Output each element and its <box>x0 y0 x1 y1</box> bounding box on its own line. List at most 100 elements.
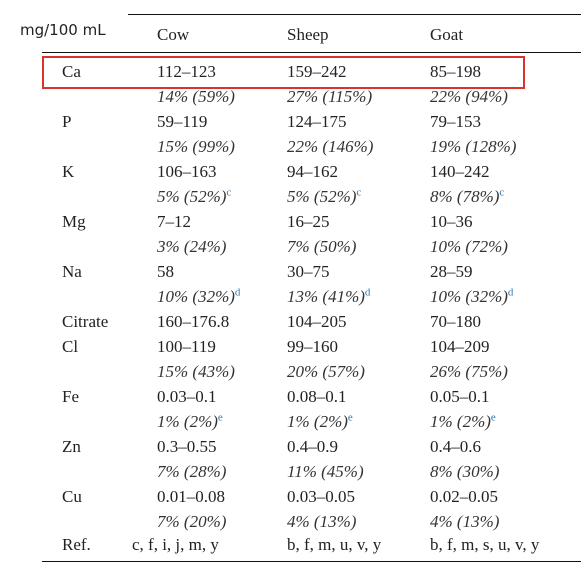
cell-range: 99–160 <box>287 337 338 356</box>
percent-text: 22% (94%) <box>430 87 508 106</box>
percent-text: 7% (28%) <box>157 462 227 481</box>
percent-text: 8% (30%) <box>430 462 500 481</box>
header-rule <box>42 52 581 53</box>
percent-text: 13% (41%) <box>287 287 365 306</box>
cell-percent: 1% (2%)e <box>430 412 496 432</box>
cell-range: 0.4–0.6 <box>430 437 481 456</box>
percent-text: 26% (75%) <box>430 362 508 381</box>
reference-cell: b, f, m, s, u, v, y <box>430 535 540 554</box>
cell-range: 106–163 <box>157 162 217 181</box>
cell-percent: 19% (128%) <box>430 137 516 157</box>
cell-range: 0.01–0.08 <box>157 487 225 506</box>
percent-text: 19% (128%) <box>430 137 517 156</box>
cell-percent: 10% (32%)d <box>430 287 513 307</box>
row-label: Cu <box>62 487 82 506</box>
cell-range: 0.3–0.55 <box>157 437 217 456</box>
cell-percent: 1% (2%)e <box>157 412 223 432</box>
row-label: Zn <box>62 437 81 456</box>
percent-text: 10% (32%) <box>157 287 235 306</box>
percent-text: 14% (59%) <box>157 87 235 106</box>
cell-percent: 13% (41%)d <box>287 287 370 307</box>
cell-range: 0.03–0.05 <box>287 487 355 506</box>
row-label: Ref. <box>62 535 91 554</box>
percent-text: 7% (50%) <box>287 237 357 256</box>
footnote-mark: d <box>364 286 371 299</box>
percent-text: 10% (32%) <box>430 287 508 306</box>
cell-percent: 26% (75%) <box>430 362 508 382</box>
cell-percent: 8% (30%) <box>430 462 499 482</box>
percent-text: 7% (20%) <box>157 512 227 531</box>
cell-range: 0.4–0.9 <box>287 437 338 456</box>
cell-range: 0.03–0.1 <box>157 387 217 406</box>
cell-percent: 5% (52%)c <box>287 187 361 207</box>
reference-cell: c, f, i, j, m, y <box>132 535 219 554</box>
cell-range: 104–209 <box>430 337 490 356</box>
cell-range: 79–153 <box>430 112 481 131</box>
cell-percent: 4% (13%) <box>430 512 499 532</box>
cell-range: 100–119 <box>157 337 216 356</box>
row-label: Cl <box>62 337 79 356</box>
cell-range: 59–119 <box>157 112 208 131</box>
cell-range: 94–162 <box>287 162 338 181</box>
cell-percent: 4% (13%) <box>287 512 356 532</box>
percent-text: 11% (45%) <box>287 462 364 481</box>
percent-text: 1% (2%) <box>157 412 218 431</box>
footnote-mark: c <box>226 186 232 199</box>
cell-percent: 22% (94%) <box>430 87 508 107</box>
unit-label: mg/100 mL <box>20 21 106 39</box>
percent-text: 20% (57%) <box>287 362 365 381</box>
cell-range: 160–176.8 <box>157 312 230 331</box>
top-rule <box>128 14 581 15</box>
row-label: Na <box>62 262 82 281</box>
cell-range: 124–175 <box>287 112 347 131</box>
cell-range: 0.02–0.05 <box>430 487 498 506</box>
percent-text: 22% (146%) <box>287 137 374 156</box>
cell-range: 70–180 <box>430 312 481 331</box>
percent-text: 15% (99%) <box>157 137 235 156</box>
percent-text: 5% (52%) <box>157 187 227 206</box>
cell-percent: 7% (50%) <box>287 237 356 257</box>
cell-percent: 15% (43%) <box>157 362 235 382</box>
footnote-mark: e <box>347 411 353 424</box>
footnote-mark: e <box>217 411 223 424</box>
cell-range: 159–242 <box>287 62 347 81</box>
cell-percent: 22% (146%) <box>287 137 373 157</box>
cell-percent: 15% (99%) <box>157 137 235 157</box>
row-label: Citrate <box>62 312 109 331</box>
cell-percent: 20% (57%) <box>287 362 365 382</box>
cell-percent: 1% (2%)e <box>287 412 353 432</box>
cell-range: 104–205 <box>287 312 347 331</box>
cell-percent: 5% (52%)c <box>157 187 231 207</box>
percent-text: 3% (24%) <box>157 237 227 256</box>
column-header: Sheep <box>287 25 329 44</box>
cell-range: 10–36 <box>430 212 473 231</box>
cell-range: 58 <box>157 262 174 281</box>
cell-percent: 14% (59%) <box>157 87 235 107</box>
cell-percent: 7% (20%) <box>157 512 226 532</box>
percent-text: 8% (78%) <box>430 187 500 206</box>
cell-percent: 8% (78%)c <box>430 187 504 207</box>
percent-text: 1% (2%) <box>430 412 491 431</box>
cell-range: 28–59 <box>430 262 473 281</box>
percent-text: 10% (72%) <box>430 237 508 256</box>
cell-range: 112–123 <box>157 62 216 81</box>
row-label: Fe <box>62 387 79 406</box>
cell-range: 7–12 <box>157 212 191 231</box>
bottom-rule <box>42 561 581 562</box>
percent-text: 27% (115%) <box>287 87 373 106</box>
cell-percent: 3% (24%) <box>157 237 226 257</box>
cell-range: 0.05–0.1 <box>430 387 490 406</box>
cell-percent: 10% (32%)d <box>157 287 240 307</box>
column-header: Cow <box>157 25 190 44</box>
footnote-mark: c <box>499 186 505 199</box>
percent-text: 1% (2%) <box>287 412 348 431</box>
column-header: Goat <box>430 25 464 44</box>
footnote-mark: d <box>234 286 241 299</box>
cell-percent: 7% (28%) <box>157 462 226 482</box>
cell-percent: 10% (72%) <box>430 237 508 257</box>
percent-text: 5% (52%) <box>287 187 357 206</box>
footnote-mark: e <box>490 411 496 424</box>
cell-range: 30–75 <box>287 262 330 281</box>
cell-range: 16–25 <box>287 212 330 231</box>
